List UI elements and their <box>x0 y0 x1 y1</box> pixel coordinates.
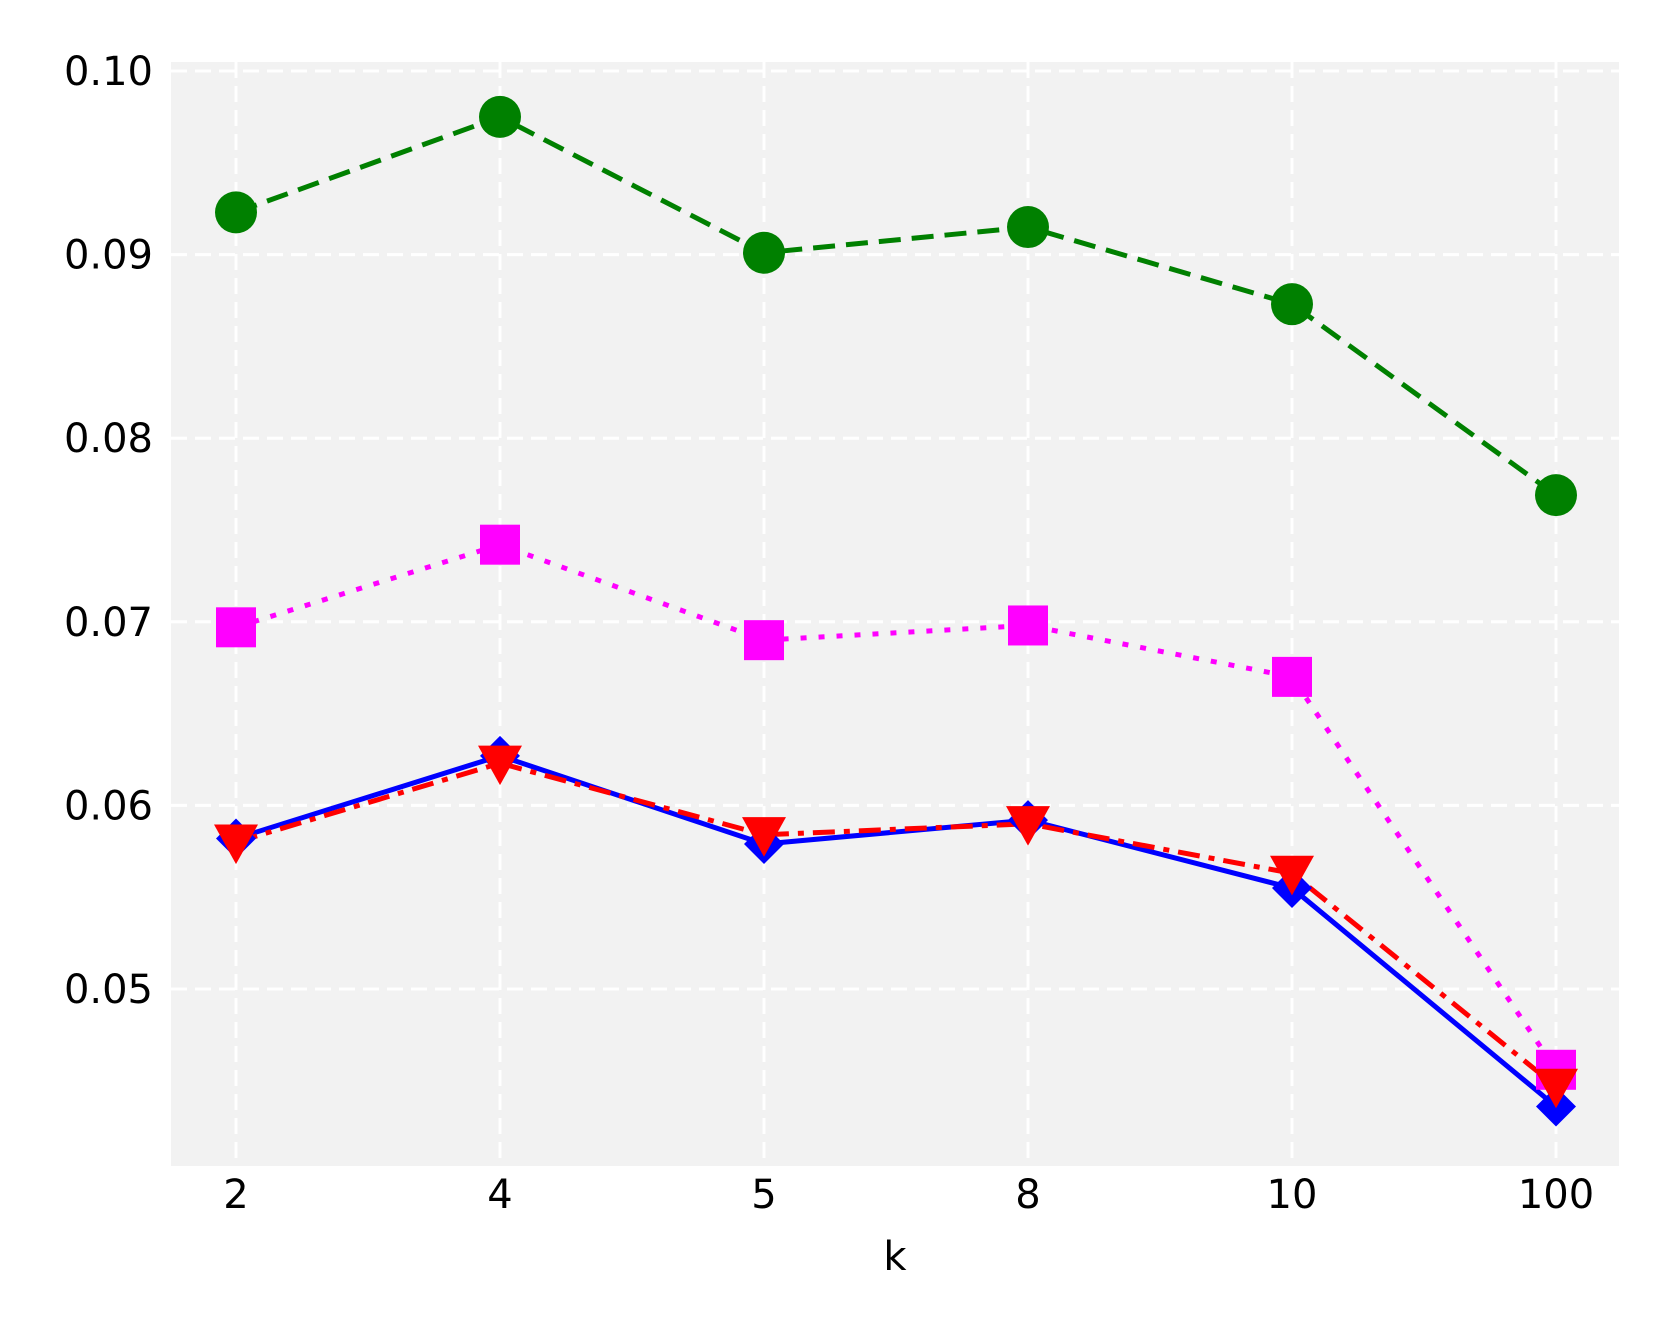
data-point-s2-5 <box>744 620 784 661</box>
x-tick-label: 5 <box>751 1172 776 1218</box>
x-axis-label: k <box>883 1234 907 1280</box>
data-point-s1-4 <box>479 95 521 138</box>
x-tick-label: 100 <box>1518 1172 1594 1218</box>
y-axis-ticks: 0.05 0.06 0.07 0.08 0.09 0.10 <box>64 49 153 1013</box>
x-tick-label: 4 <box>487 1172 512 1218</box>
series-line-3 <box>235 753 1558 1109</box>
plot-background <box>171 62 1619 1166</box>
y-tick-label: 0.07 <box>64 600 153 646</box>
data-point-s1-5 <box>743 231 785 274</box>
x-tick-label: 10 <box>1267 1172 1318 1218</box>
y-tick-label: 0.10 <box>64 49 153 95</box>
series-line-1 <box>235 114 1558 498</box>
series-markers <box>214 95 1578 1127</box>
y-tick-label: 0.09 <box>64 233 153 279</box>
data-point-s1-8 <box>1007 206 1049 249</box>
data-point-s4-4 <box>478 745 522 786</box>
x-axis-ticks: 2 4 5 8 10 100 <box>223 1172 1594 1218</box>
x-tick-label: 2 <box>223 1172 248 1218</box>
data-point-s4-5 <box>742 817 786 857</box>
series-line-2 <box>235 542 1559 1072</box>
data-point-s4-2 <box>214 824 258 865</box>
data-point-s2-10 <box>1272 656 1312 697</box>
data-point-s2-8 <box>1008 605 1048 646</box>
data-point-s4-8 <box>1006 806 1050 846</box>
data-point-s4-10 <box>1270 855 1314 896</box>
data-point-s2-2 <box>216 607 256 648</box>
data-point-s2-4 <box>480 524 520 565</box>
y-tick-label: 0.06 <box>64 783 153 829</box>
y-tick-label: 0.05 <box>64 967 153 1013</box>
x-tick-label: 8 <box>1015 1172 1040 1218</box>
data-point-s1-10 <box>1271 283 1313 326</box>
series-line-4 <box>235 760 1558 1089</box>
y-tick-label: 0.08 <box>64 416 153 462</box>
data-point-s1-100 <box>1535 474 1577 517</box>
data-point-s1-2 <box>215 191 257 234</box>
series-lines <box>235 114 1559 1109</box>
data-point-s4-100 <box>1534 1068 1578 1109</box>
